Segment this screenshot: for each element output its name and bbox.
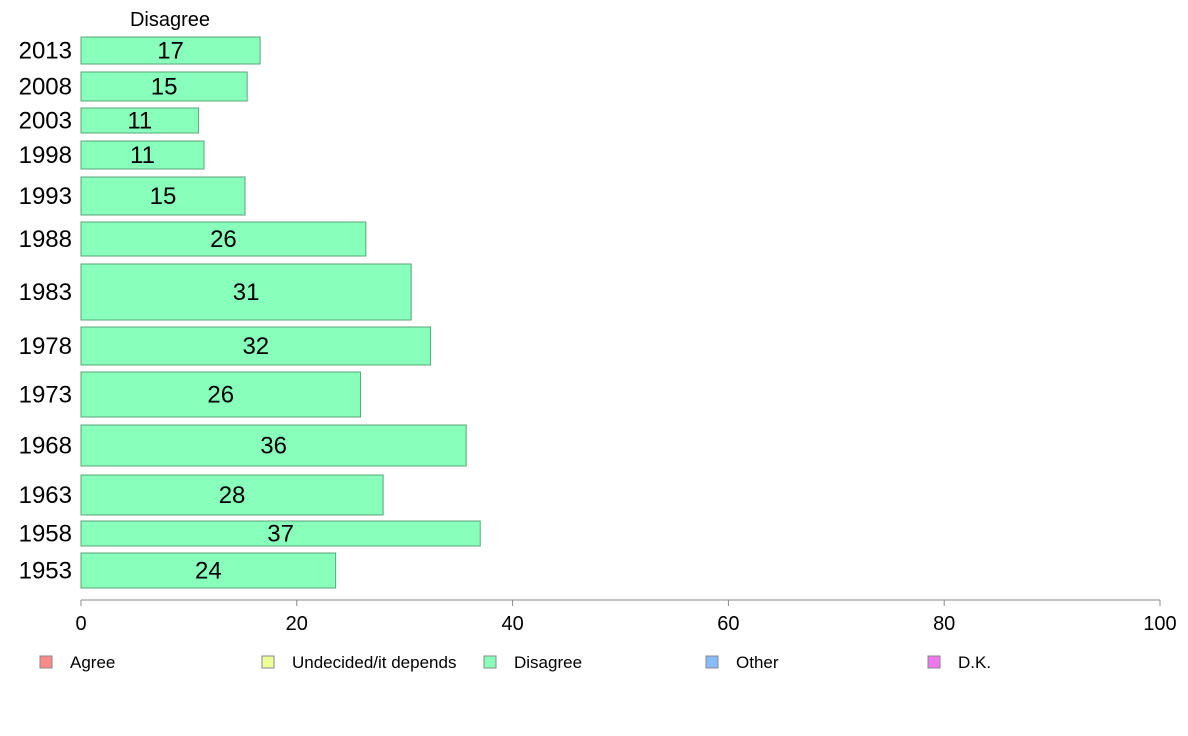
category-label-1963: 1963 xyxy=(19,482,72,509)
bar-1958 xyxy=(80,520,481,547)
bar-1983 xyxy=(80,263,412,321)
category-label-1993: 1993 xyxy=(19,183,72,210)
x-tick-label: 20 xyxy=(286,613,308,635)
legend-label: D.K. xyxy=(958,653,991,672)
legend-label: Disagree xyxy=(514,653,582,672)
category-label-2013: 2013 xyxy=(19,38,72,65)
category-label-1988: 1988 xyxy=(19,226,72,253)
bar-value-label: 37 xyxy=(267,521,294,548)
bar-value-label: 36 xyxy=(260,433,287,460)
category-label-1973: 1973 xyxy=(19,382,72,409)
legend-swatch xyxy=(705,655,719,669)
bar-value-label: 15 xyxy=(151,74,178,101)
bar-value-label: 26 xyxy=(210,226,237,253)
bar-value-label: 24 xyxy=(195,558,222,585)
x-tick-label: 40 xyxy=(501,613,523,635)
x-axis: 0 20 40 60 80 100 xyxy=(75,599,1177,635)
bar-2008 xyxy=(80,71,248,102)
bar-1973 xyxy=(80,371,361,418)
category-label-1978: 1978 xyxy=(19,333,72,360)
bar-1993 xyxy=(80,176,246,216)
x-tick-label: 0 xyxy=(75,613,86,635)
legend-swatch xyxy=(483,655,497,669)
category-label-1958: 1958 xyxy=(19,521,72,548)
legend-swatch xyxy=(927,655,941,669)
category-label-1968: 1968 xyxy=(19,433,72,460)
column-header: Disagree xyxy=(130,9,210,31)
bar-value-label: 17 xyxy=(157,38,184,65)
bar-1963 xyxy=(80,474,384,516)
x-tick-label: 60 xyxy=(717,613,739,635)
bar-value-label: 15 xyxy=(150,183,177,210)
bar-1978 xyxy=(80,326,432,366)
category-label-2008: 2008 xyxy=(19,74,72,101)
category-label-1983: 1983 xyxy=(19,279,72,306)
legend-swatch xyxy=(261,655,275,669)
bar-value-label: 28 xyxy=(219,482,246,509)
legend-label: Agree xyxy=(70,653,115,672)
legend-label: Other xyxy=(736,653,779,672)
x-tick-label: 100 xyxy=(1143,613,1176,635)
category-label-1953: 1953 xyxy=(19,558,72,585)
legend: Agree Undecided/it depends Disagree Other D.… xyxy=(39,653,991,672)
legend-label: Undecided/it depends xyxy=(292,653,456,672)
bars-group: 17 2013 15 2008 11 2003 11 1998 15 1993 26 1988 31 19… xyxy=(19,36,481,589)
bar-value-label: 32 xyxy=(242,333,269,360)
bar-1968 xyxy=(80,424,467,467)
bar-1953 xyxy=(80,552,337,589)
bar-value-label: 11 xyxy=(130,142,155,169)
bar-1988 xyxy=(80,221,367,257)
bar-value-label: 31 xyxy=(233,279,260,306)
bar-1998 xyxy=(80,140,205,170)
category-label-1998: 1998 xyxy=(19,142,72,169)
bar-value-label: 11 xyxy=(127,108,152,135)
legend-swatch xyxy=(39,655,53,669)
bar-2003 xyxy=(80,107,200,134)
x-tick-label: 80 xyxy=(933,613,955,635)
bar-2013 xyxy=(80,36,261,65)
category-label-2003: 2003 xyxy=(19,108,72,135)
bar-value-label: 26 xyxy=(207,382,234,409)
